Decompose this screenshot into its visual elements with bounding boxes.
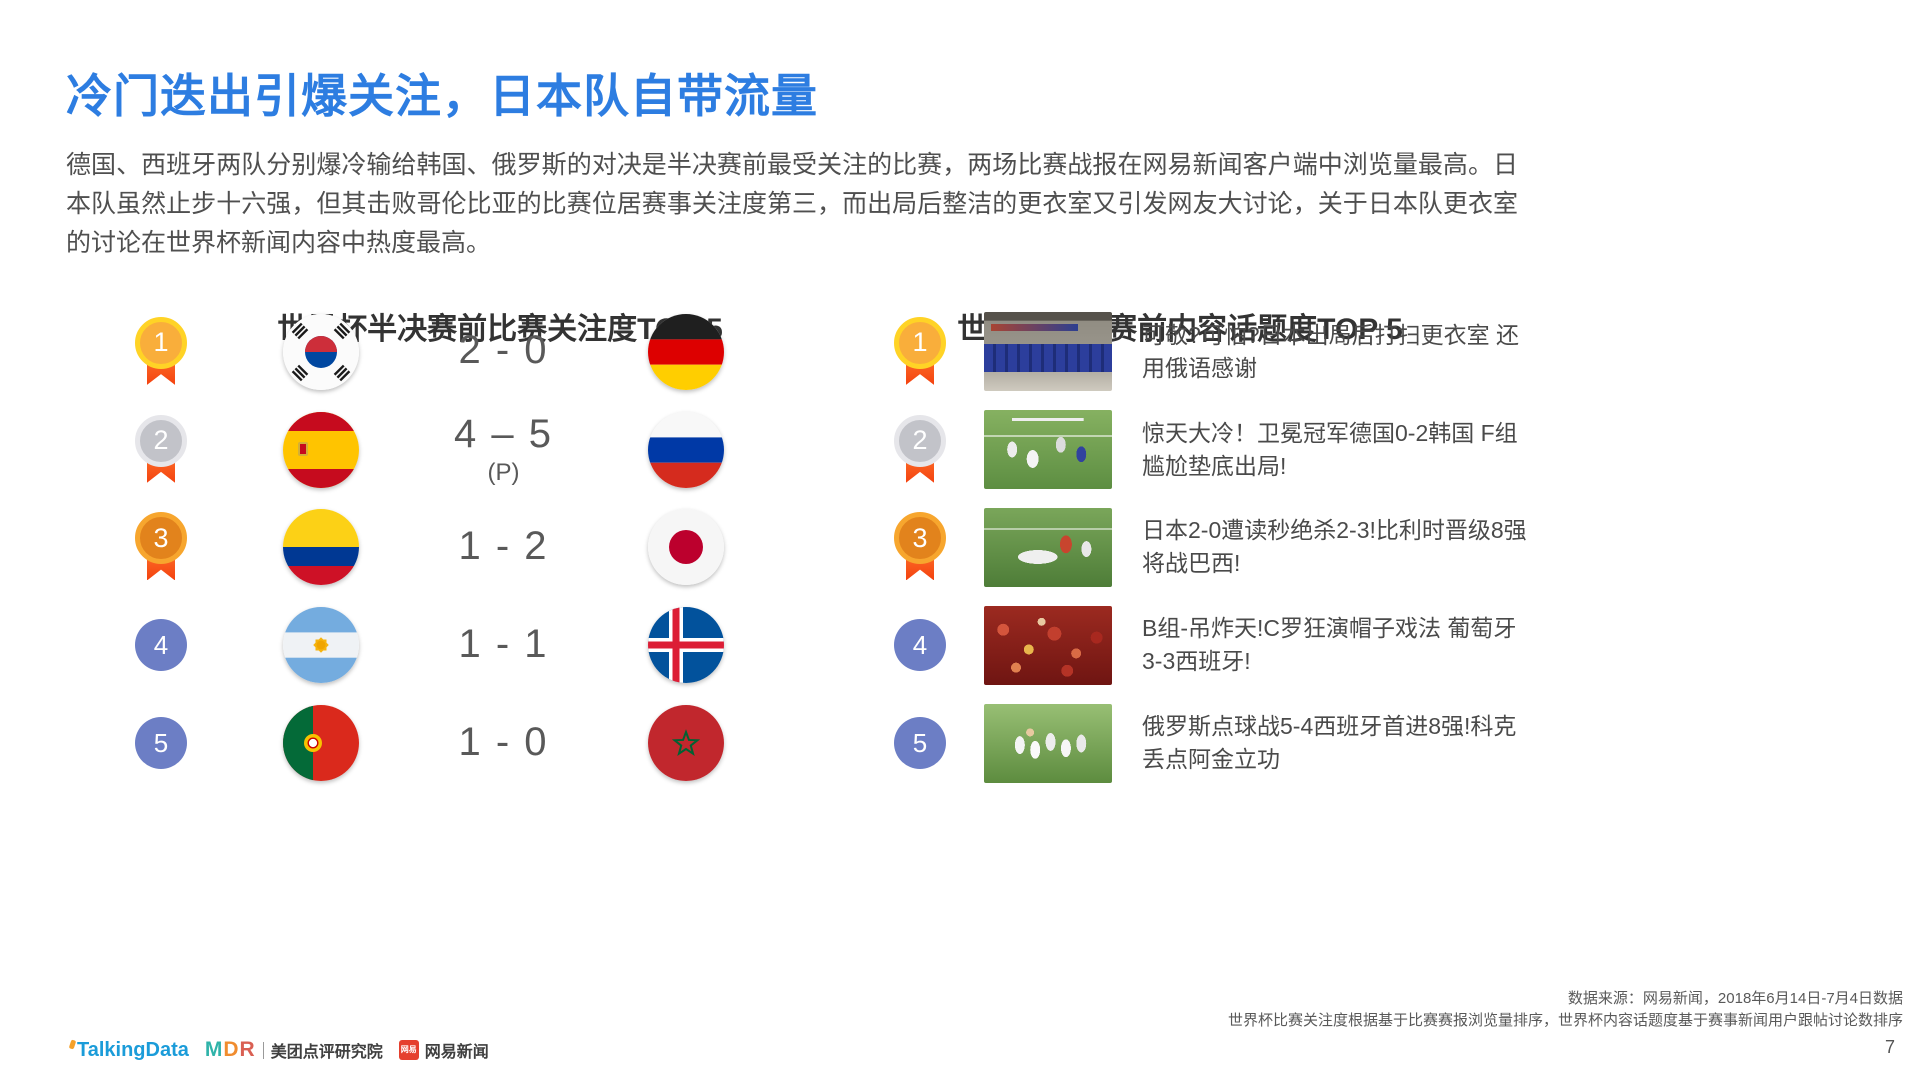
rank-4-badge-icon: 4: [133, 619, 189, 672]
rank-number: 5: [894, 717, 946, 770]
rank-number: 3: [894, 512, 946, 565]
flag-colombia-icon: [283, 509, 359, 586]
thumbnail-japan-belgium-match: [984, 507, 1112, 587]
talkingdata-logo: TalkingData: [68, 1038, 189, 1062]
page-title: 冷门迭出引爆关注，日本队自带流量: [66, 70, 818, 122]
page-number: 7: [1884, 1037, 1895, 1057]
topic-row-2: 2 惊天大冷！卫冕冠军德国0-2韩国 F组尴尬垫底出局!: [856, 401, 1530, 499]
footer-logos: TalkingData MDR 美团点评研究院 网易 网易新闻: [68, 1038, 489, 1062]
meituan-research-logo: MDR 美团点评研究院: [205, 1038, 383, 1062]
gold-medal-icon: 1: [892, 316, 948, 387]
match-score: 4 – 5: [454, 412, 553, 457]
rank-4-badge-icon: 4: [892, 619, 948, 672]
flag-iceland-icon: [648, 607, 724, 684]
bronze-medal-icon: 3: [133, 512, 189, 582]
score-wrap: 2 - 0: [458, 328, 548, 375]
flag-germany-icon: [648, 313, 724, 390]
match-row-4: 4 1 - 1: [86, 596, 771, 694]
topic-headline: 俄罗斯点球战5-4西班牙首进8强!科克丢点阿金立功: [1142, 713, 1517, 773]
match-score: 1 - 0: [458, 719, 549, 764]
match-row-5: 5 1 - 0: [86, 694, 771, 792]
score-wrap: 4 – 5 (P): [454, 412, 553, 487]
score-wrap: 1 - 2: [458, 524, 548, 571]
flag-morocco-icon: [648, 705, 724, 782]
score-wrap: 1 - 0: [458, 720, 548, 767]
match-score: 1 - 2: [458, 523, 549, 568]
data-source-note: 数据来源：网易新闻，2018年6月14日-7月4日数据 世界杯比赛关注度根据基于…: [1228, 988, 1903, 1032]
flag-russia-icon: [648, 411, 724, 488]
topic-headline: 日本2-0遭读秒绝杀2-3!比利时晋级8强将战巴西!: [1142, 517, 1527, 577]
thumbnail-portugal-spain-fans: [984, 605, 1112, 685]
match-rank-list: 1 2 - 0: [86, 303, 771, 792]
rank-5-badge-icon: 5: [133, 717, 189, 770]
rank-number: 4: [135, 619, 187, 672]
thumbnail-japan-locker-room: [984, 312, 1112, 392]
silver-medal-icon: 2: [133, 414, 189, 485]
talkingdata-wordmark: TalkingData: [77, 1038, 189, 1061]
bronze-medal-icon: 3: [892, 512, 948, 582]
topic-headline: 惊天大冷！卫冕冠军德国0-2韩国 F组尴尬垫底出局!: [1142, 419, 1518, 479]
penalty-note: (P): [487, 459, 520, 487]
flag-south-korea-icon: [283, 313, 359, 390]
score-wrap: 1 - 1: [458, 622, 548, 669]
source-line-1: 数据来源：网易新闻，2018年6月14日-7月4日数据: [1567, 990, 1903, 1007]
flag-japan-icon: [648, 509, 724, 586]
netease-badge-icon: 网易: [398, 1040, 419, 1060]
flag-spain-icon: [283, 411, 359, 488]
logo-divider: [262, 1041, 264, 1059]
gold-medal-icon: 1: [133, 316, 189, 387]
topic-row-3: 3 日本2-0遭读秒绝杀2-3!比利时晋级8强将战巴西!: [856, 499, 1530, 597]
mdr-wordmark: MDR: [204, 1038, 256, 1061]
meituan-research-label: 美团点评研究院: [270, 1044, 383, 1061]
netease-news-logo: 网易 网易新闻: [398, 1038, 489, 1062]
rank-number: 2: [135, 414, 187, 467]
talkingdata-tick-icon: [68, 1038, 77, 1050]
rank-number: 1: [135, 316, 187, 369]
match-row-1: 1 2 - 0: [86, 303, 771, 401]
rank-number: 2: [894, 414, 946, 467]
match-row-3: 3 1 - 2: [86, 499, 771, 597]
match-score: 2 - 0: [458, 328, 549, 373]
match-score: 1 - 1: [458, 621, 549, 666]
source-line-2: 世界杯比赛关注度根据基于比赛赛报浏览量排序，世界杯内容话题度基于赛事新闻用户跟帖…: [1227, 1012, 1903, 1029]
thumbnail-russia-spain-celebration: [984, 703, 1112, 783]
netease-news-label: 网易新闻: [424, 1044, 489, 1061]
topic-row-5: 5 俄罗斯点球战5-4西班牙首进8强!科克丢点阿金立功: [856, 694, 1530, 792]
topic-row-1: 1 可敬?可怕?日本出局后打扫更衣室 还用俄语感谢: [856, 303, 1530, 401]
topic-headline: 可敬?可怕?日本出局后打扫更衣室 还用俄语感谢: [1142, 321, 1519, 381]
rank-5-badge-icon: 5: [892, 717, 948, 770]
topic-rank-list: 1 可敬?可怕?日本出局后打扫更衣室 还用俄语感谢 2 惊天大冷！卫冕冠军德国0…: [856, 303, 1530, 792]
rank-number: 1: [894, 316, 946, 369]
topic-headline: B组-吊炸天!C罗狂演帽子戏法 葡萄牙3-3西班牙!: [1142, 615, 1517, 675]
match-row-2: 2 4 – 5 (P): [86, 401, 771, 499]
flag-portugal-icon: [283, 705, 359, 782]
intro-paragraph: 德国、西班牙两队分别爆冷输给韩国、俄罗斯的对决是半决赛前最受关注的比赛，两场比赛…: [66, 151, 1518, 257]
netease-badge-text: 网易: [400, 1045, 417, 1054]
topic-row-4: 4 B组-吊炸天!C罗狂演帽子戏法 葡萄牙3-3西班牙!: [856, 596, 1530, 694]
thumbnail-germany-korea-upset: [984, 410, 1112, 490]
flag-argentina-icon: [283, 607, 359, 684]
rank-number: 3: [135, 512, 187, 565]
silver-medal-icon: 2: [892, 414, 948, 485]
rank-number: 4: [894, 619, 946, 672]
rank-number: 5: [135, 717, 187, 770]
